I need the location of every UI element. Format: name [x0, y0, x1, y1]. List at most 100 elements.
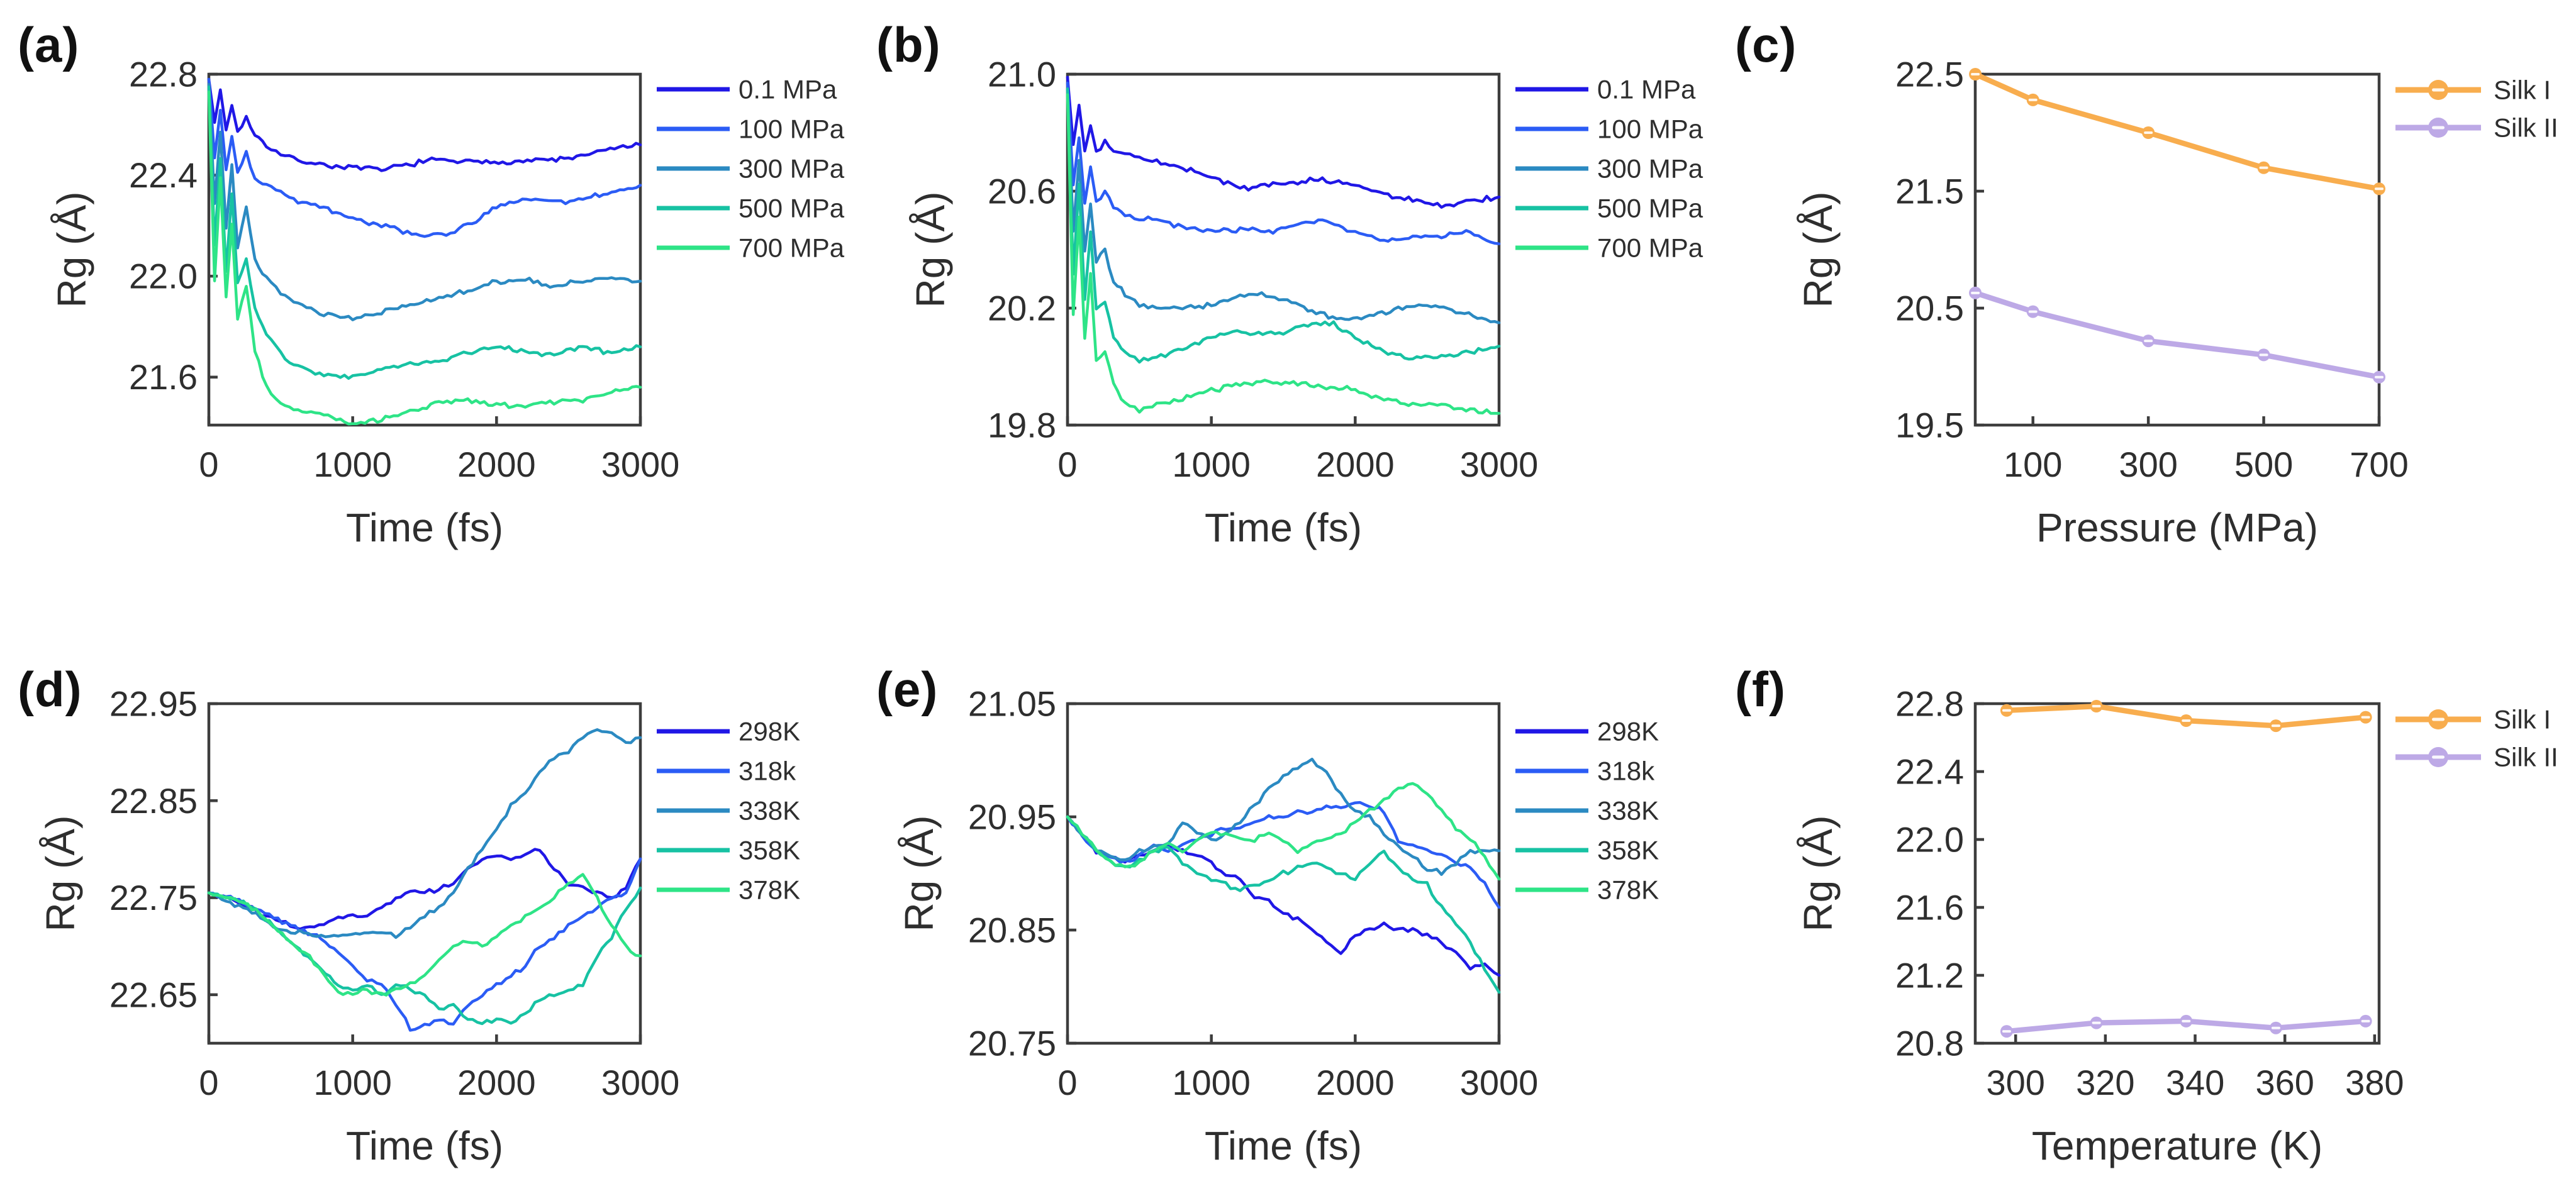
x-tick-label: 100: [2004, 445, 2062, 484]
x-tick-label: 500: [2234, 445, 2293, 484]
legend-label: 700 MPa: [1597, 233, 1703, 263]
error-cap: [2002, 1030, 2011, 1033]
y-tick-label: 20.75: [968, 1024, 1056, 1063]
legend-label: 500 MPa: [1597, 194, 1703, 223]
series-curve-378k: [207, 873, 642, 997]
legend-label: 318k: [1597, 756, 1655, 786]
error-cap: [1971, 73, 1980, 75]
axes-frame: [1973, 702, 2381, 1045]
panel-a-letter: (a): [18, 17, 80, 72]
series-curve-358k: [1066, 815, 1501, 994]
legend-label: 300 MPa: [1597, 154, 1703, 184]
error-cap: [1971, 291, 1980, 294]
error-cap: [2375, 187, 2384, 191]
panel-f: (f) 300 320 340 360 380 20.8 21.2 21.6 22.0 22.4 2…: [1717, 596, 2576, 1191]
legend-label: 358K: [739, 836, 800, 865]
panel-a: (a) 0 1000 2000 3000 21.6 22.0 22.4 22.8 Time (f…: [0, 0, 859, 596]
x-tick-label: 0: [1057, 445, 1077, 484]
legend-label: 358K: [1597, 836, 1659, 865]
x-tick-label: 380: [2345, 1063, 2404, 1102]
legend-label: 0.1 MPa: [739, 75, 837, 104]
y-tick-label: 20.8: [1895, 1024, 1964, 1063]
error-cap: [2092, 705, 2101, 708]
error-cap: [2271, 1026, 2280, 1029]
series-curve-700-mpa: [1066, 93, 1501, 415]
panel-c: (c) 100 300 500 700 19.5 20.5 21.5 22.5 Pressure…: [1717, 0, 2576, 596]
y-tick-label: 22.0: [129, 257, 198, 296]
x-tick-label: 1000: [313, 1063, 392, 1102]
legend-error-cap: [2432, 88, 2445, 92]
axes-frame: [207, 702, 642, 1045]
y-tick-label: 21.2: [1895, 956, 1964, 995]
y-tick-label: 22.85: [109, 781, 198, 821]
y-axis-label: Rg (Å): [908, 192, 953, 308]
series-curve-100-mpa: [1066, 81, 1501, 245]
legend-label: 300 MPa: [739, 154, 845, 184]
legend-label: 500 MPa: [739, 194, 845, 223]
error-cap: [2028, 310, 2038, 313]
axes-frame: [1066, 72, 1501, 427]
y-tick-label: 22.95: [109, 684, 198, 724]
x-tick-label: 1000: [1172, 445, 1251, 484]
x-axis-label: Time (fs): [1205, 1123, 1362, 1168]
series-curve-300-mpa: [1066, 87, 1501, 324]
y-tick-label: 21.6: [1895, 888, 1964, 928]
error-cap: [2002, 709, 2011, 712]
legend-label: Silk I: [2494, 75, 2551, 105]
error-cap: [2271, 724, 2280, 728]
series-curve-300-mpa: [207, 82, 642, 321]
series-curve-0.1-mpa: [1066, 75, 1501, 209]
panel-e-chart: 0 1000 2000 3000 20.75 20.85 20.95 21.05 Time (f…: [896, 684, 1659, 1169]
x-tick-label: 3000: [1460, 1063, 1539, 1102]
y-tick-label: 21.6: [129, 357, 198, 397]
series-curve-358k: [207, 886, 642, 1026]
y-tick-label: 22.8: [129, 55, 198, 94]
y-tick-label: 20.95: [968, 797, 1056, 837]
legend-label: Silk I: [2494, 705, 2551, 734]
panel-f-chart: 300 320 340 360 380 20.8 21.2 21.6 22.0 22.4 22.8 T…: [1795, 684, 2558, 1169]
legend-label: 0.1 MPa: [1597, 75, 1696, 104]
y-tick-label: 19.8: [988, 406, 1056, 445]
series-curve-700-mpa: [207, 90, 642, 426]
x-tick-label: 3000: [601, 1063, 680, 1102]
x-axis-label: Time (fs): [346, 1123, 503, 1168]
series-curve-378k: [1066, 782, 1501, 881]
panel-c-chart: 100 300 500 700 19.5 20.5 21.5 22.5 Pressure (MP…: [1795, 55, 2558, 551]
series-curve-338k: [1066, 757, 1501, 876]
legend-label: Silk II: [2494, 113, 2558, 143]
legend-label: 318k: [739, 756, 796, 786]
y-tick-label: 22.4: [129, 155, 198, 195]
x-tick-label: 2000: [457, 1063, 536, 1102]
panel-b: (b) 0 1000 2000 3000 19.8 20.2 20.6 21.0 Time (f…: [859, 0, 1717, 596]
legend-label: 100 MPa: [1597, 114, 1703, 144]
error-cap: [2144, 340, 2153, 343]
y-axis-label: Rg (Å): [1795, 192, 1841, 308]
series-curve-silk-ii: [1972, 290, 2382, 380]
axes-frame: [207, 72, 642, 427]
legend-label: 700 MPa: [739, 233, 845, 263]
error-cap: [2375, 375, 2384, 379]
legend-label: 338K: [739, 796, 800, 826]
error-cap: [2182, 719, 2191, 722]
x-tick-label: 3000: [1460, 445, 1539, 484]
y-tick-label: 21.0: [988, 55, 1056, 94]
x-tick-label: 360: [2255, 1063, 2314, 1102]
x-axis-label: Temperature (K): [2032, 1123, 2322, 1168]
x-tick-label: 0: [199, 445, 218, 484]
legend-error-cap: [2432, 717, 2445, 721]
y-axis-label: Rg (Å): [38, 816, 83, 932]
legend-label: 298K: [1597, 717, 1659, 746]
x-axis-label: Time (fs): [1205, 505, 1362, 550]
series-curve-silk-i: [1972, 71, 2382, 192]
series-curve-0.1-mpa: [207, 77, 642, 172]
y-tick-label: 22.0: [1895, 820, 1964, 860]
x-tick-label: 320: [2076, 1063, 2134, 1102]
x-tick-label: 2000: [1316, 445, 1395, 484]
legend-error-cap: [2432, 755, 2445, 759]
error-cap: [2028, 98, 2038, 101]
x-tick-label: 0: [199, 1063, 218, 1102]
y-tick-label: 20.85: [968, 911, 1056, 950]
y-axis-label: Rg (Å): [49, 192, 94, 308]
panel-a-chart: 0 1000 2000 3000 21.6 22.0 22.4 22.8 Time (fs) Rg…: [49, 55, 845, 551]
